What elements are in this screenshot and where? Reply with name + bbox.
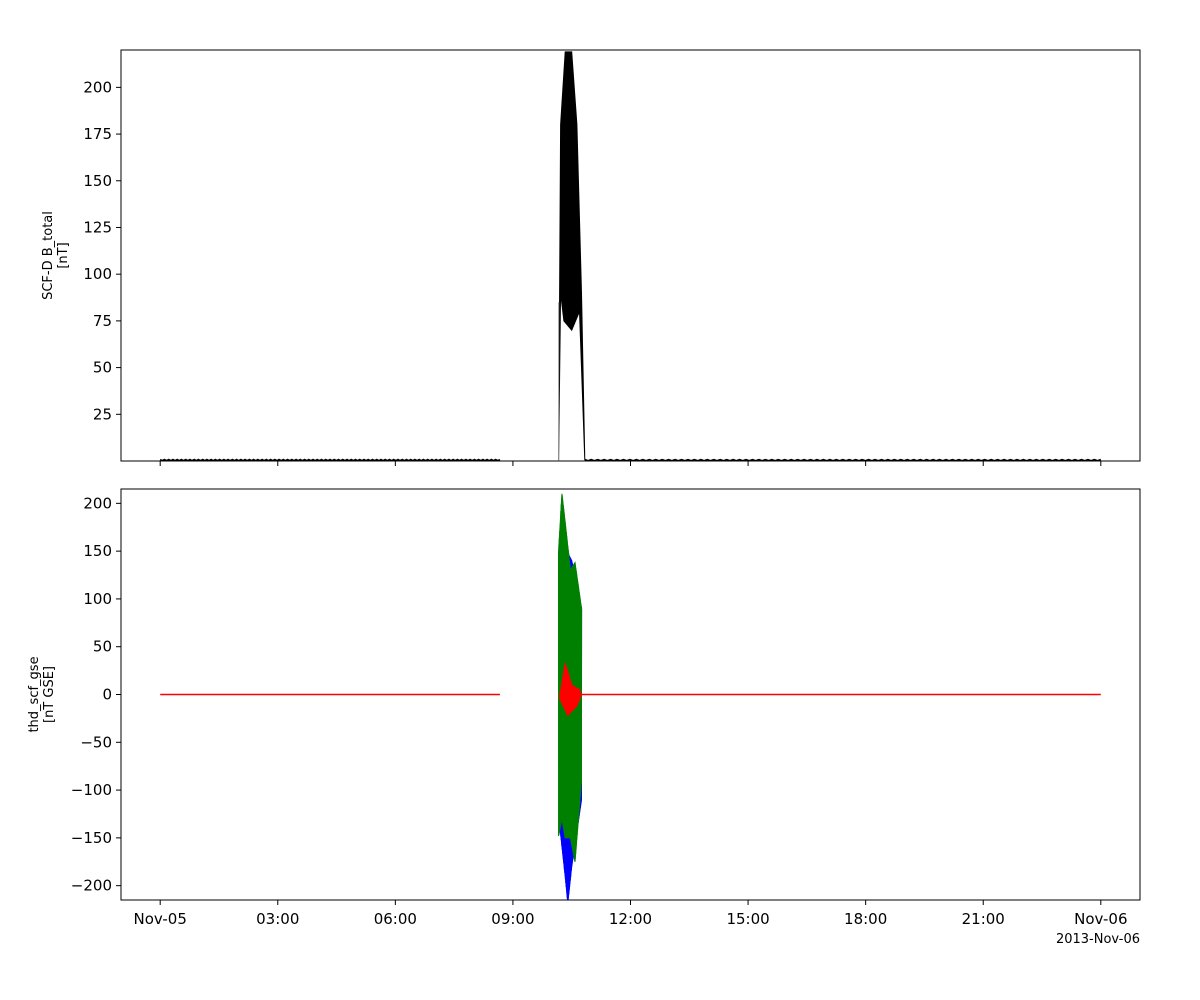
y-tick-label: 25 [93,405,112,423]
y-tick-label: 50 [93,359,112,377]
x-tick-label: Nov-06 [1074,910,1127,928]
y-tick-label: −200 [71,877,112,895]
y-tick-label: −150 [71,829,112,847]
axes-frame [120,49,1141,462]
y-tick-label: 175 [83,125,112,143]
panel-scf-gse: −200 −150 −100 −50 0 50 100 150 200 thd_scf_gse [n… [27,488,1141,905]
y-axis-label: thd_scf_gse [27,656,42,732]
y-tick-label: 200 [83,494,112,512]
y-tick-label: 200 [83,78,112,96]
x-tick-label: 06:00 [374,910,417,928]
y-tick-label: 75 [93,312,112,330]
y-tick-label: −100 [71,781,112,799]
y-axis-label: SCF-D B_total [41,211,56,300]
plot-area-scf-gse [160,493,1101,900]
y-tick-label: 125 [83,218,112,236]
y-axis-unit-label: [nT GSE] [42,666,57,723]
y-tick-label: −50 [80,733,112,751]
y-tick-label: 50 [93,638,112,656]
line-mark [159,458,501,461]
date-label: 2013-Nov-06 [1056,932,1140,947]
plot-area-b-total [159,51,1102,461]
series-b-total-0 [159,51,1102,461]
y-axis-unit-label: [nT] [56,242,71,268]
y-tick-label: 100 [83,590,112,608]
x-tick-label: Nov-05 [134,910,187,928]
x-tick-label: 21:00 [962,910,1005,928]
x-tick-label: 09:00 [491,910,534,928]
oscillation-mark [558,495,583,862]
y-tick-label: 0 [102,686,112,704]
x-tick-label: 15:00 [726,910,769,928]
x-tick-label: 12:00 [609,910,652,928]
x-tick-label: 18:00 [844,910,887,928]
y-tick-label: 150 [83,542,112,560]
x-tick-label: 03:00 [256,910,299,928]
line-mark [584,458,1102,461]
y-tick-label: 100 [83,265,112,283]
burst-mark [559,662,583,717]
panel-b-total: 25 50 75 100 125 150 175 200 SCF-D B_total [nT] [41,49,1141,466]
x-axis: Nov-05 03:00 06:00 09:00 12:00 15:00 18:00 21:0… [134,910,1140,947]
burst-mark [558,51,586,461]
series-scf-gse-2 [160,662,1101,717]
y-tick-label: 150 [83,172,112,190]
